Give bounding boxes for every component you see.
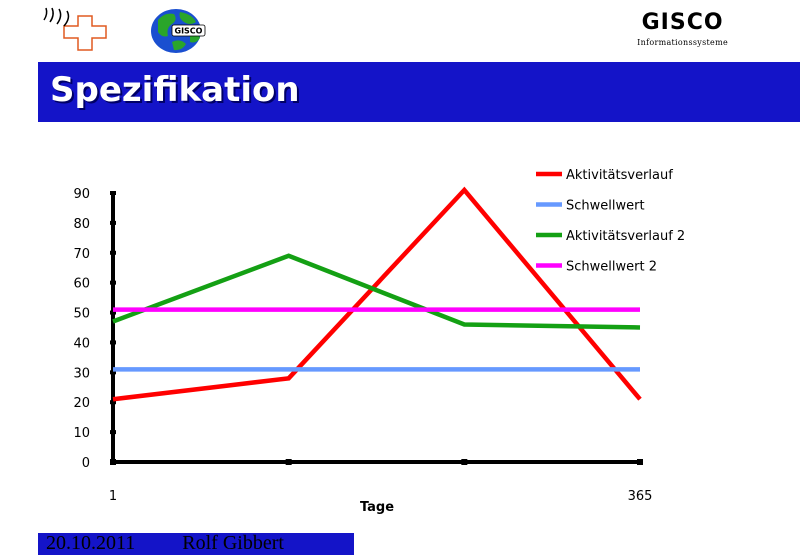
y-tick-label: 30 (73, 366, 90, 381)
y-tick-label: 80 (73, 217, 90, 232)
x-tick-label: 365 (628, 489, 653, 504)
footer-author: Rolf Gibbert (182, 533, 284, 554)
series-line-3 (112, 253, 641, 330)
brand-subtitle: Informationssysteme (637, 38, 728, 47)
globe-logo: GISCO (151, 9, 206, 53)
title-bar: Spezifikation (38, 62, 800, 122)
x-axis-label: Tage (360, 500, 394, 515)
y-tick-label: 10 (73, 426, 90, 441)
x-tick-mark (110, 459, 116, 465)
x-tick-label: 1 (109, 489, 117, 504)
x-tick-mark (461, 459, 468, 465)
series-line-1 (112, 186, 642, 402)
legend-label: Schwellwert 2 (566, 260, 657, 275)
x-tick-mark (285, 459, 292, 465)
y-tick-label: 20 (73, 396, 90, 411)
y-tick-label: 40 (73, 336, 90, 351)
y-tick-label: 50 (73, 307, 90, 322)
footer-date: 20.10.2011 (46, 533, 136, 554)
legend-label: Aktivitätsverlauf 2 (566, 229, 685, 244)
y-tick-label: 90 (73, 187, 90, 202)
y-tick-label: 0 (82, 456, 90, 471)
legend-label: Aktivitätsverlauf (566, 168, 673, 183)
y-tick-label: 60 (73, 277, 90, 292)
swiss-cross-logo (43, 7, 107, 51)
x-tick-mark (637, 459, 643, 465)
globe-logo-text: GISCO (175, 27, 203, 36)
footer-bar: 20.10.2011 Rolf Gibbert (38, 533, 354, 555)
y-tick-label: 70 (73, 247, 90, 262)
brand-name: GISCO (641, 10, 724, 35)
slide-title: Spezifikation (50, 70, 300, 110)
brand-block: GISCO Informationssysteme (637, 10, 728, 47)
legend-label: Schwellwert (566, 199, 645, 214)
